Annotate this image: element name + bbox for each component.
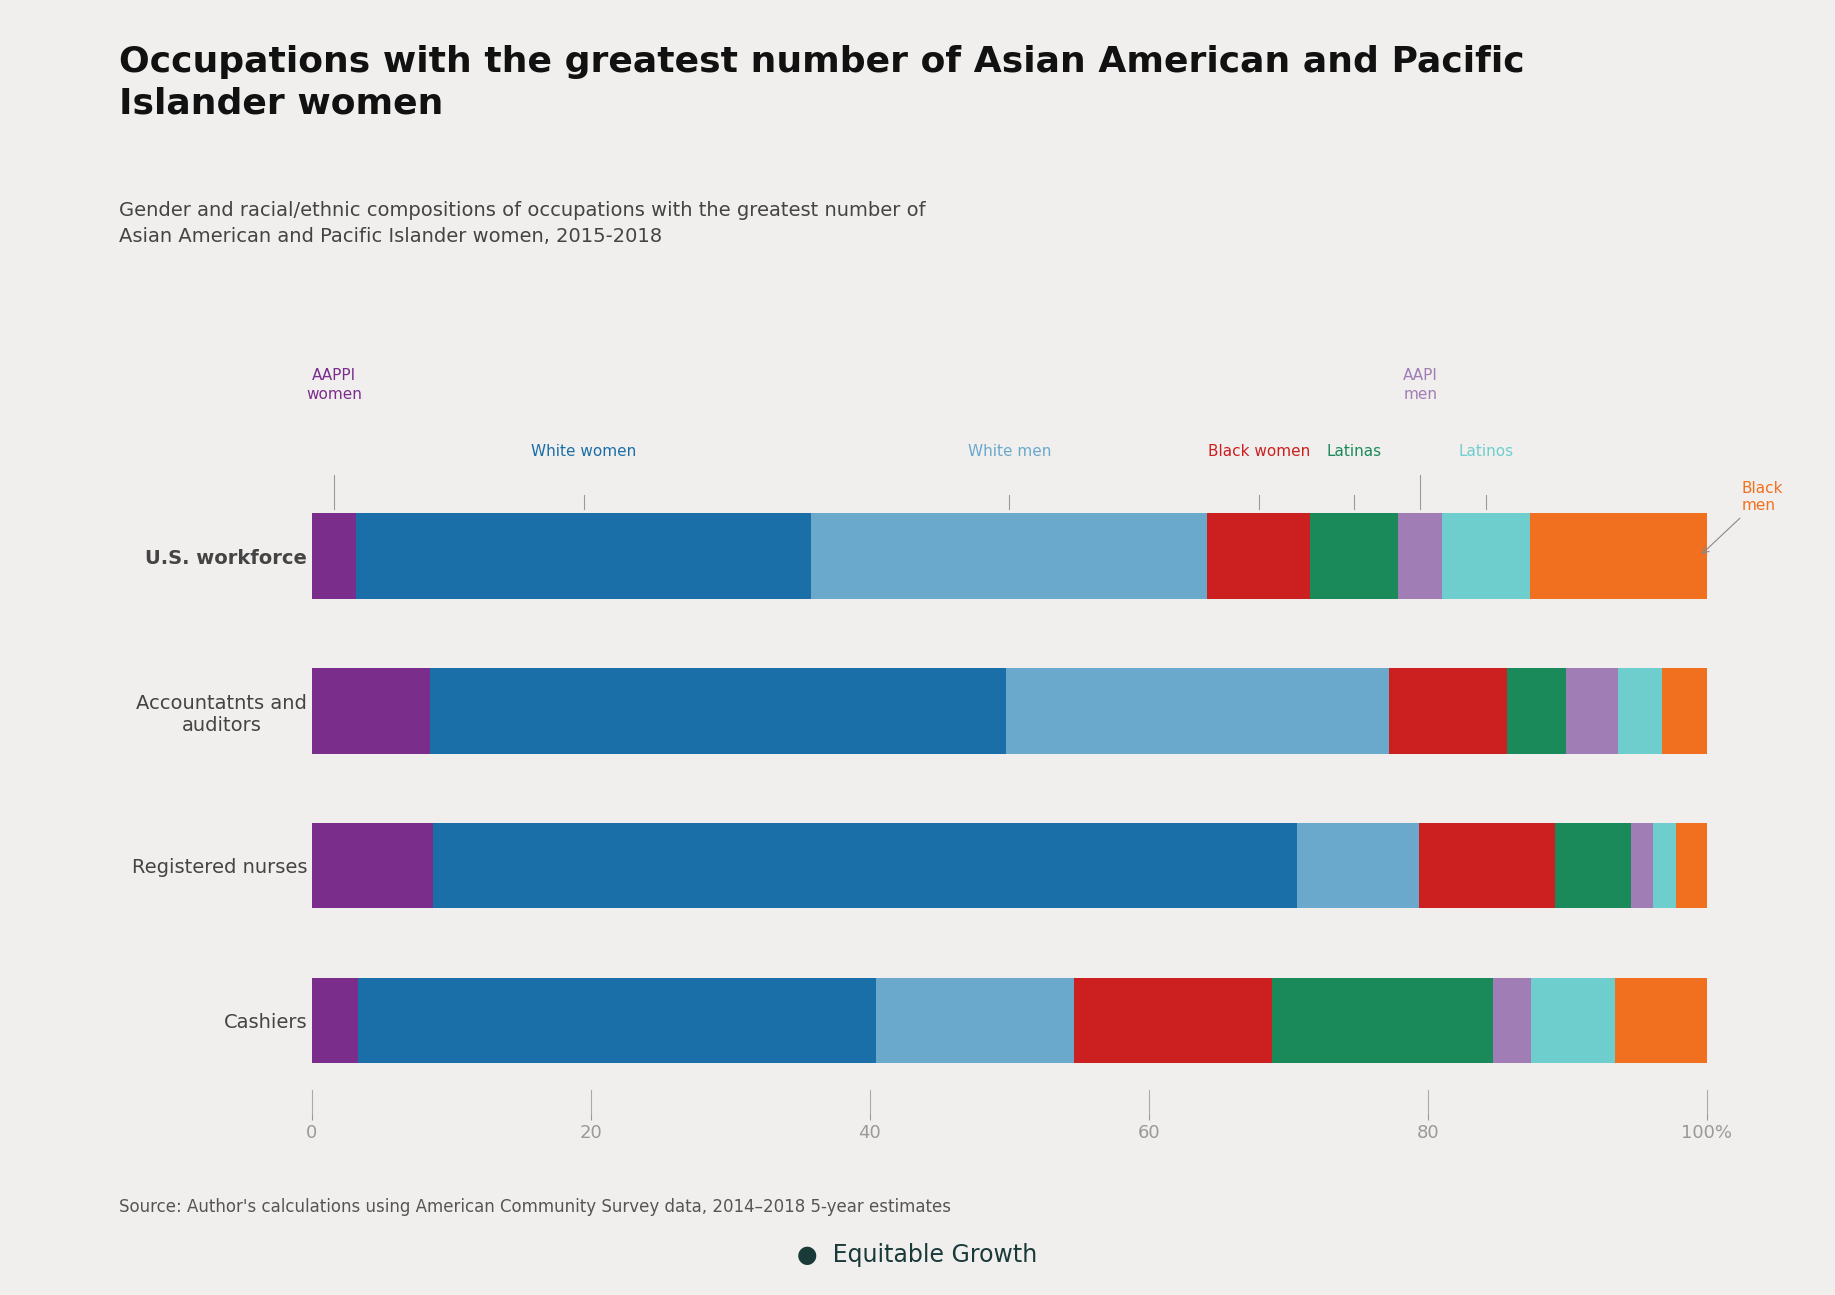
Text: Latinas: Latinas bbox=[1327, 444, 1382, 460]
Text: Occupations with the greatest number of Asian American and Pacific
Islander wome: Occupations with the greatest number of … bbox=[119, 45, 1525, 120]
Bar bbox=[1310, 514, 1398, 598]
Text: Gender and racial/ethnic compositions of occupations with the greatest number of: Gender and racial/ethnic compositions of… bbox=[119, 201, 927, 246]
Bar bbox=[358, 978, 875, 1063]
Bar bbox=[1530, 514, 1707, 598]
Bar bbox=[1418, 824, 1554, 909]
Bar bbox=[429, 668, 1006, 754]
Bar bbox=[312, 514, 356, 598]
Text: AAPI
men: AAPI men bbox=[1402, 368, 1439, 401]
Bar bbox=[1663, 668, 1707, 754]
Bar bbox=[1398, 514, 1442, 598]
Text: Black
men: Black men bbox=[1703, 480, 1784, 553]
Text: White women: White women bbox=[530, 444, 637, 460]
Text: White men: White men bbox=[967, 444, 1051, 460]
Bar bbox=[1567, 668, 1618, 754]
Bar bbox=[1006, 668, 1389, 754]
Bar bbox=[1494, 978, 1530, 1063]
Bar bbox=[1442, 514, 1530, 598]
Bar bbox=[1618, 668, 1663, 754]
Bar bbox=[875, 978, 1073, 1063]
Bar bbox=[1653, 824, 1675, 909]
Text: ●  Equitable Growth: ● Equitable Growth bbox=[798, 1242, 1037, 1267]
Bar bbox=[1675, 824, 1707, 909]
Bar bbox=[811, 514, 1207, 598]
Bar bbox=[1530, 978, 1615, 1063]
Bar bbox=[1272, 978, 1494, 1063]
Bar bbox=[1207, 514, 1310, 598]
Bar bbox=[312, 668, 429, 754]
Bar bbox=[1297, 824, 1418, 909]
Bar bbox=[1631, 824, 1653, 909]
Text: Black women: Black women bbox=[1207, 444, 1310, 460]
Bar bbox=[312, 978, 358, 1063]
Bar bbox=[1389, 668, 1507, 754]
Bar bbox=[1554, 824, 1631, 909]
Bar bbox=[433, 824, 1297, 909]
Text: AAPPI
women: AAPPI women bbox=[306, 368, 361, 401]
Bar bbox=[1507, 668, 1567, 754]
Text: Latinos: Latinos bbox=[1459, 444, 1514, 460]
Bar bbox=[312, 824, 433, 909]
Text: Source: Author's calculations using American Community Survey data, 2014–2018 5-: Source: Author's calculations using Amer… bbox=[119, 1198, 951, 1216]
Bar bbox=[1615, 978, 1707, 1063]
Bar bbox=[356, 514, 811, 598]
Bar bbox=[1073, 978, 1272, 1063]
